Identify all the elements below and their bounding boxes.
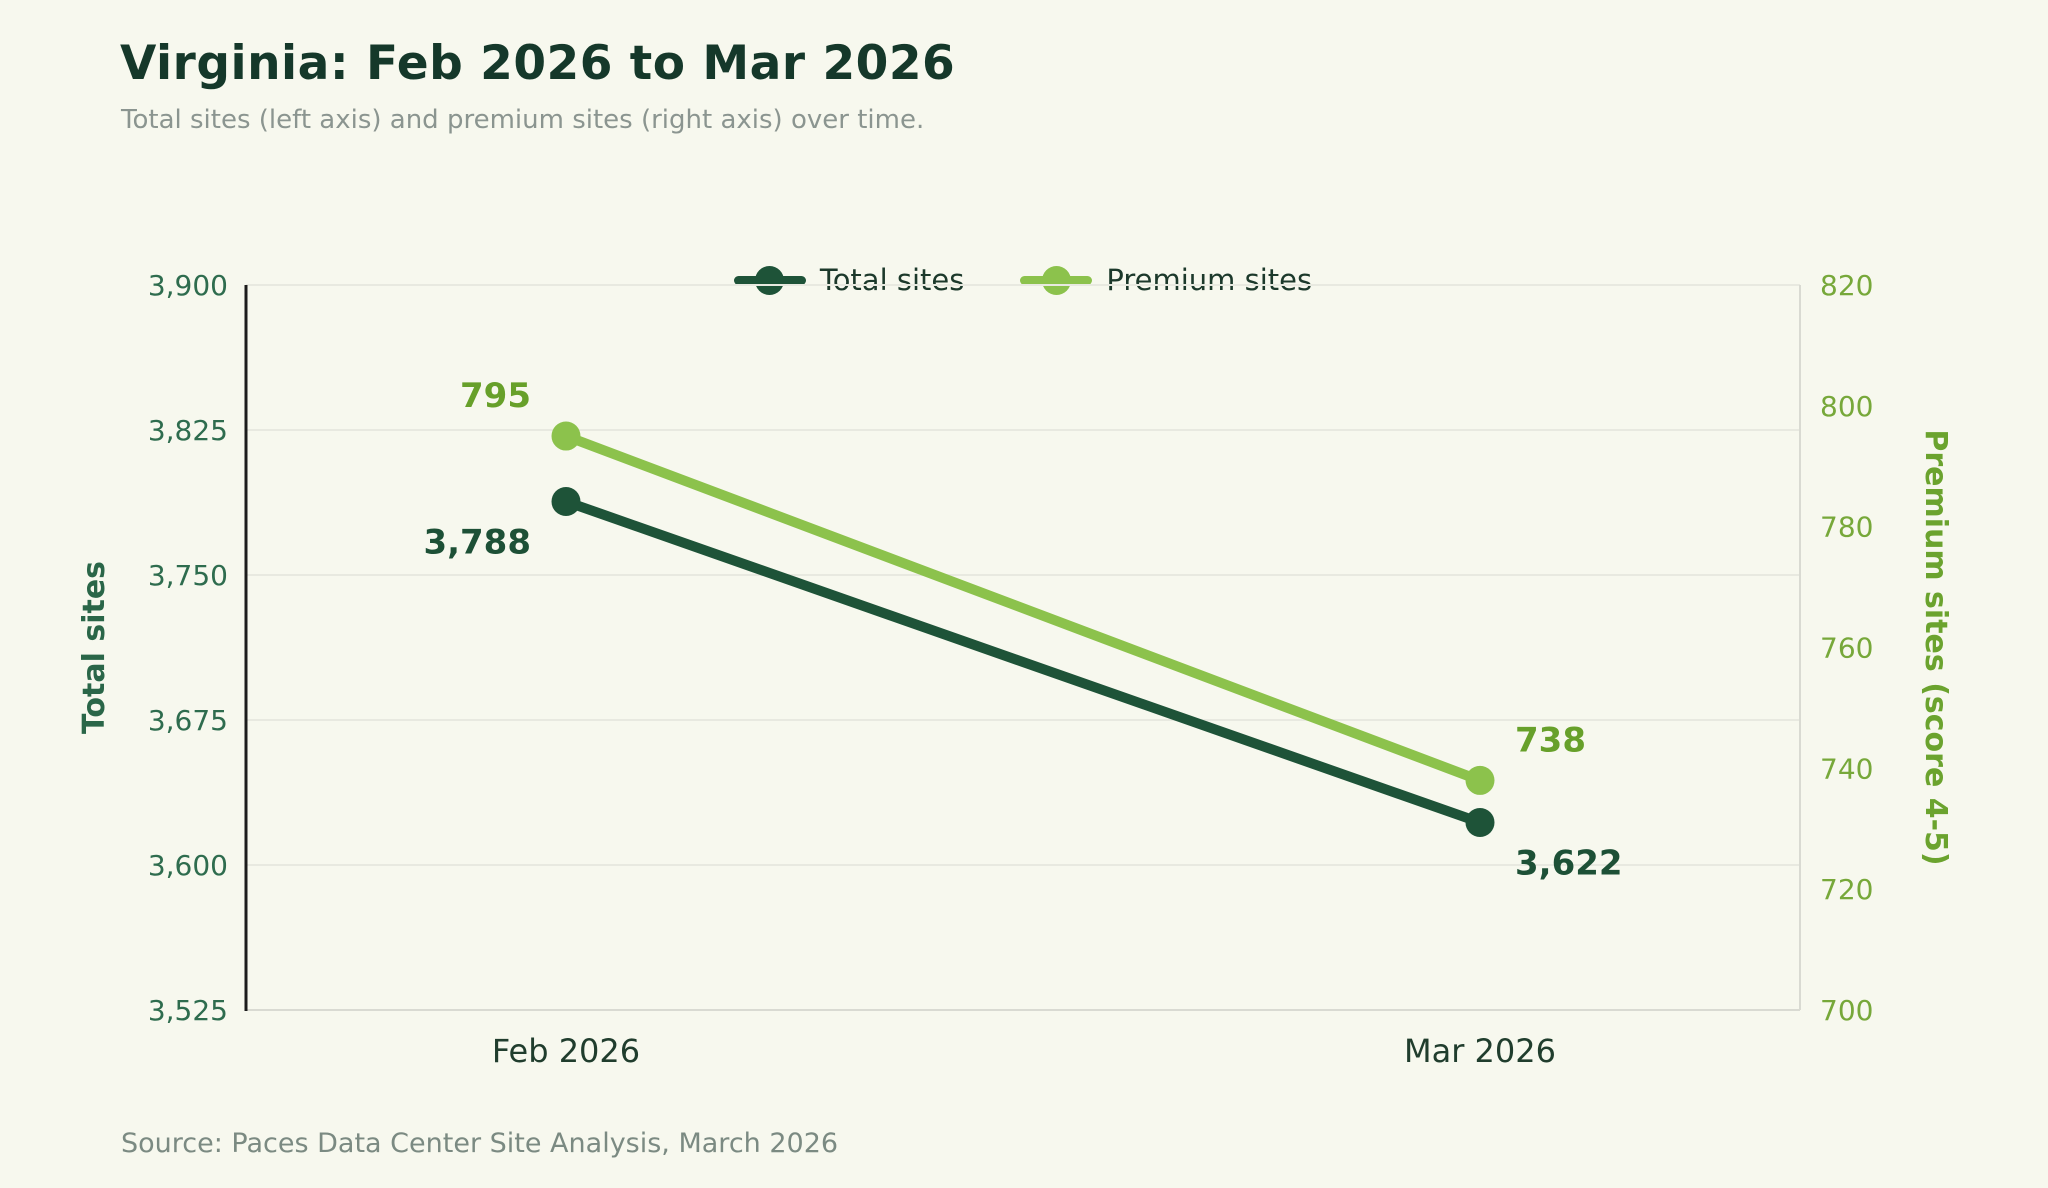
- total-sites-point: [551, 487, 581, 517]
- right-y-tick-label: 740: [1820, 752, 1873, 785]
- premium-sites-legend-marker-icon: [1020, 265, 1093, 295]
- left-y-tick-label: 3,525: [148, 994, 228, 1027]
- legend-dot-swatch: [755, 265, 785, 295]
- left-y-tick-label: 3,900: [148, 269, 228, 302]
- right-y-tick-label: 780: [1820, 511, 1873, 544]
- legend-label-premium-sites: Premium sites: [1106, 262, 1313, 297]
- left-y-tick-label: 3,600: [148, 849, 228, 882]
- right-axis-title: Premium sites (score 4-5): [1918, 429, 1953, 865]
- total-sites-data-label: 3,622: [1515, 843, 1623, 883]
- left-y-tick-label: 3,825: [148, 414, 228, 447]
- premium-sites-point: [551, 421, 581, 451]
- x-tick-label: Mar 2026: [1404, 1032, 1556, 1070]
- left-y-tick-label: 3,675: [148, 704, 228, 737]
- premium-sites-data-label: 795: [460, 376, 531, 416]
- premium-sites-point: [1465, 765, 1495, 795]
- right-y-tick-label: 760: [1820, 632, 1873, 665]
- total-sites-legend-marker-icon: [733, 265, 806, 295]
- left-axis-title: Total sites: [77, 561, 112, 734]
- left-y-tick-label: 3,750: [148, 559, 228, 592]
- legend-item-premium-sites: Premium sites: [1020, 265, 1312, 295]
- right-y-tick-label: 700: [1820, 994, 1873, 1027]
- x-tick-label: Feb 2026: [492, 1032, 640, 1070]
- total-sites-point: [1465, 807, 1495, 837]
- legend-item-total-sites: Total sites: [733, 262, 965, 297]
- premium-sites-data-label: 738: [1515, 720, 1586, 760]
- legend: Total sites Premium sites: [246, 258, 1800, 302]
- chart-subtitle: Total sites (left axis) and premium site…: [121, 105, 925, 135]
- right-y-tick-label: 800: [1820, 390, 1873, 423]
- legend-dot-swatch: [1041, 265, 1071, 295]
- total-sites-line: [561, 496, 1485, 828]
- chart-title: Virginia: Feb 2026 to Mar 2026: [120, 36, 956, 91]
- source-note: Source: Paces Data Center Site Analysis,…: [121, 1128, 839, 1159]
- legend-label-total-sites: Total sites: [819, 262, 965, 297]
- total-sites-data-label: 3,788: [423, 523, 531, 563]
- right-y-tick-label: 820: [1820, 269, 1873, 302]
- premium-sites-line: [561, 431, 1485, 786]
- right-y-tick-label: 720: [1820, 873, 1873, 906]
